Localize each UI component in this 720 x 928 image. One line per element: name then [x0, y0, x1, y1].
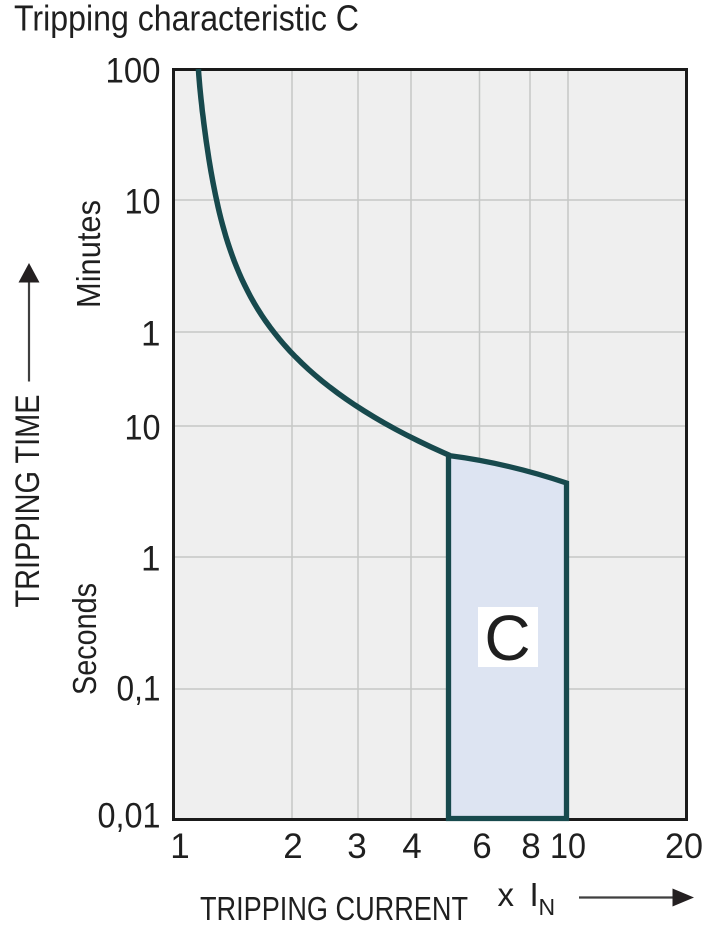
svg-text:3: 3 [347, 827, 366, 866]
svg-text:6: 6 [472, 827, 491, 866]
svg-text:Minutes: Minutes [70, 200, 107, 308]
svg-text:0,1: 0,1 [117, 670, 161, 709]
svg-text:N: N [539, 894, 556, 920]
svg-text:10: 10 [550, 827, 586, 866]
svg-text:100: 100 [106, 52, 161, 91]
svg-text:0,01: 0,01 [98, 797, 161, 836]
svg-text:4: 4 [402, 827, 421, 866]
svg-text:20: 20 [665, 827, 703, 866]
svg-text:x: x [498, 876, 515, 913]
svg-text:1: 1 [170, 827, 189, 866]
svg-text:TRIPPING CURRENT: TRIPPING CURRENT [200, 890, 468, 927]
svg-text:I: I [530, 876, 539, 913]
svg-text:2: 2 [283, 827, 302, 866]
svg-text:8: 8 [521, 827, 540, 866]
svg-text:1: 1 [141, 315, 160, 354]
svg-text:Tripping characteristic C: Tripping characteristic C [14, 0, 359, 39]
svg-text:10: 10 [125, 409, 161, 448]
svg-text:Seconds: Seconds [66, 583, 103, 695]
svg-text:10: 10 [125, 183, 161, 222]
svg-text:TRIPPING TIME: TRIPPING TIME [9, 395, 47, 608]
svg-text:C: C [484, 602, 530, 674]
svg-text:1: 1 [141, 540, 160, 579]
